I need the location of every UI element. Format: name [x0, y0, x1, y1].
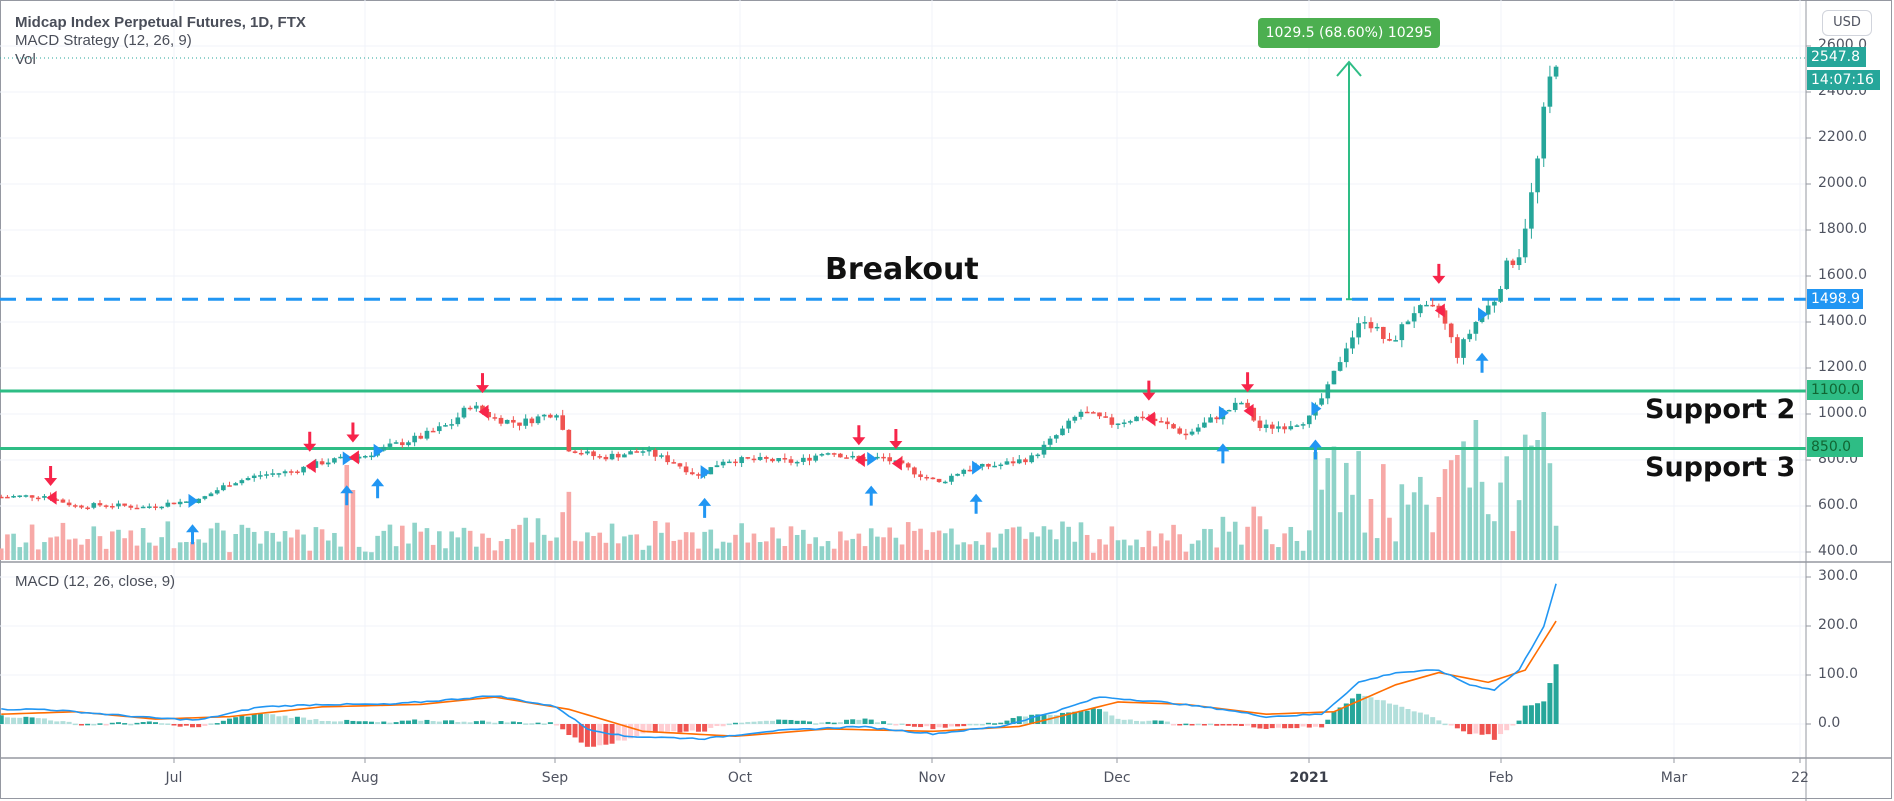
currency-button[interactable]: USD [1822, 10, 1872, 36]
support3-price-tag: 850.0 [1807, 437, 1863, 457]
last-price-tag: 2547.8 [1807, 47, 1866, 67]
support2-price-tag: 1100.0 [1807, 380, 1863, 400]
time-tick: 2021 [1289, 770, 1329, 786]
price-tick: 1000.0 [1818, 405, 1867, 421]
price-tick: 1800.0 [1818, 221, 1867, 237]
support3-annotation[interactable]: Support 3 [1645, 452, 1796, 483]
time-tick: Nov [918, 770, 946, 786]
time-tick: Feb [1488, 770, 1514, 786]
time-tick: Aug [351, 770, 379, 786]
countdown-tag: 14:07:16 [1807, 70, 1880, 90]
chart-legend: Midcap Index Perpetual Futures, 1D, FTX … [15, 14, 306, 69]
price-tick: 2000.0 [1818, 175, 1867, 191]
price-tick: 600.0 [1818, 497, 1859, 513]
breakout-annotation[interactable]: Breakout [825, 252, 979, 287]
measure-arrow[interactable] [1336, 60, 1362, 301]
price-tick: 400.0 [1818, 543, 1859, 559]
symbol-title[interactable]: Midcap Index Perpetual Futures, 1D, FTX [15, 14, 306, 31]
time-tick: Oct [727, 770, 753, 786]
time-tick: Dec [1103, 770, 1131, 786]
volume-legend[interactable]: Vol [15, 51, 36, 68]
volume-bars [0, 412, 1559, 560]
measure-label[interactable]: 1029.5 (68.60%) 10295 [1258, 18, 1440, 48]
time-tick: Mar [1660, 770, 1688, 786]
candlesticks [0, 65, 1559, 511]
price-tick: 1400.0 [1818, 313, 1867, 329]
gridlines [0, 0, 1806, 758]
macd-legend[interactable]: MACD (12, 26, close, 9) [15, 573, 176, 590]
price-tick: 1200.0 [1818, 359, 1867, 375]
price-tick: 2200.0 [1818, 129, 1867, 145]
macd-tick: 100.0 [1818, 666, 1859, 682]
strategy-legend[interactable]: MACD Strategy (12, 26, 9) [15, 32, 192, 49]
horizontal-levels[interactable] [0, 57, 1806, 450]
support2-annotation[interactable]: Support 2 [1645, 394, 1796, 425]
time-tick: Jul [165, 770, 183, 786]
price-tick: 1600.0 [1818, 267, 1867, 283]
macd-indicator [0, 583, 1559, 747]
strategy-signals [44, 263, 1489, 545]
macd-tick: 0.0 [1818, 715, 1841, 731]
breakout-price-tag: 1498.9 [1807, 289, 1863, 309]
time-tick: 22 [1791, 770, 1809, 786]
macd-tick: 300.0 [1818, 568, 1859, 584]
macd-tick: 200.0 [1818, 617, 1859, 633]
time-tick: Sep [541, 770, 569, 786]
